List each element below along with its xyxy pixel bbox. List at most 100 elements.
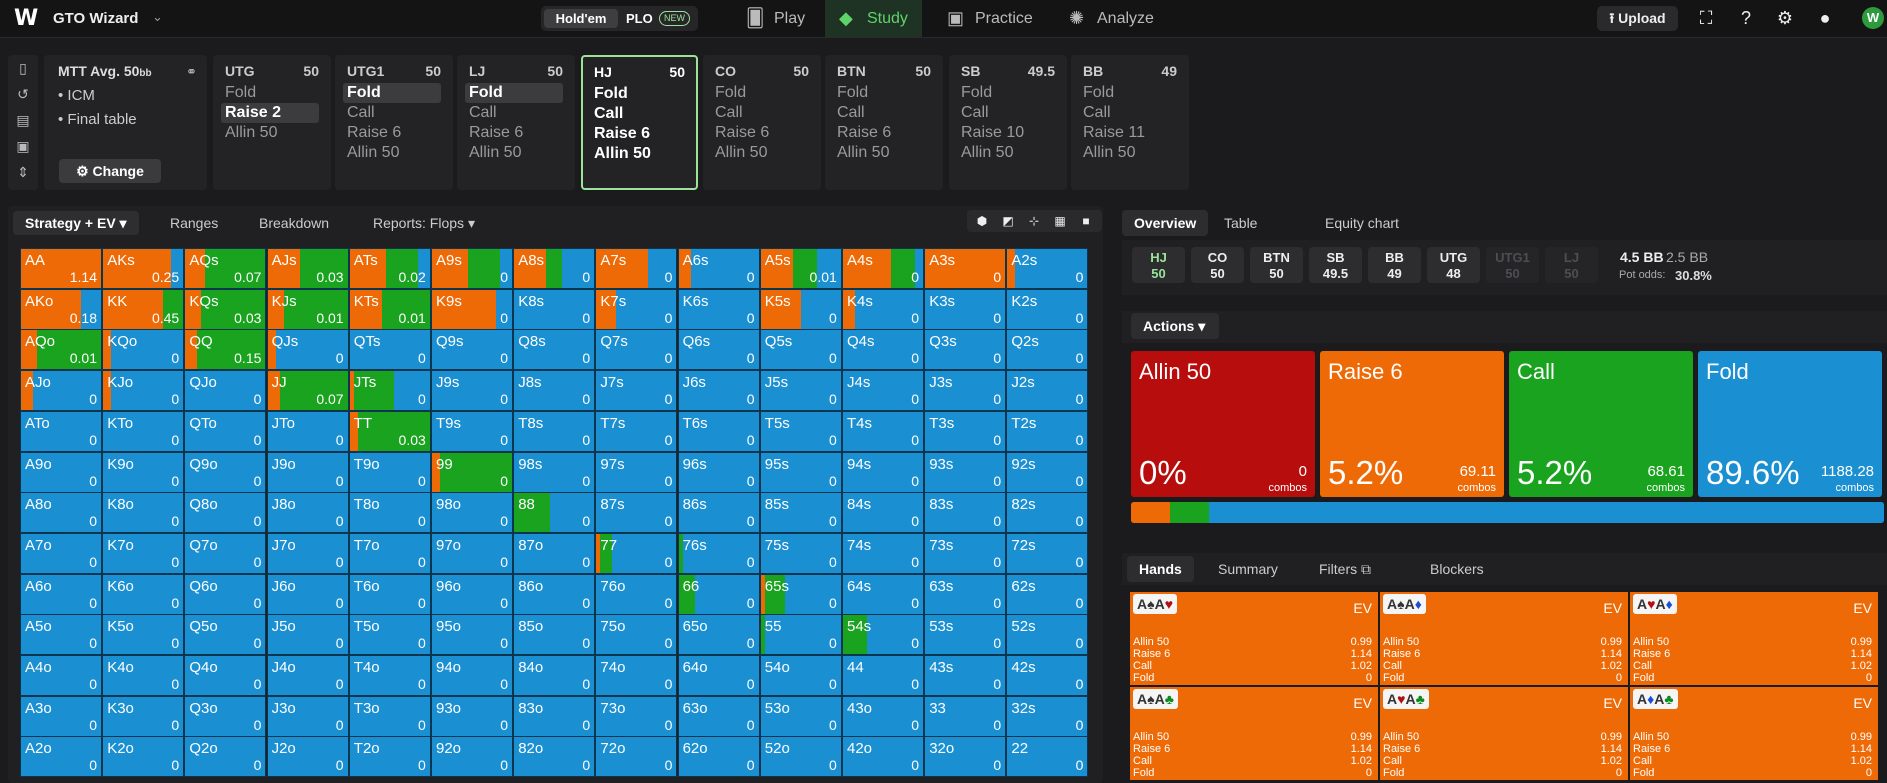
hand-cell[interactable]: KJs 0.01 — [266, 288, 349, 330]
action-card-allin-50[interactable]: Allin 50 0% 0 combos — [1131, 351, 1315, 497]
hand-cell[interactable]: AJs 0.03 — [266, 248, 349, 289]
hand-cell[interactable]: QJo 0 — [184, 370, 267, 412]
hand-cell[interactable]: 44 0 — [842, 655, 924, 696]
hand-cell[interactable]: KTs 0.01 — [348, 288, 431, 330]
hand-cell[interactable]: T7s 0 — [595, 410, 678, 452]
hand-cell[interactable]: 86o 0 — [513, 573, 596, 615]
square-icon[interactable]: ■ — [1082, 214, 1090, 228]
tab-table[interactable]: Table — [1224, 215, 1258, 231]
hand-cell[interactable]: 75s 0 — [759, 532, 842, 574]
position-action[interactable]: Allin 50 — [347, 144, 400, 161]
tab-strategy-ev[interactable]: Strategy + EV ▾ — [13, 211, 139, 235]
hand-cell[interactable]: Q3o 0 — [184, 695, 267, 737]
hand-cell[interactable]: K9o 0 — [102, 451, 185, 493]
hand-cell[interactable]: KK 0.45 — [102, 288, 185, 330]
hand-cell[interactable]: QTo 0 — [184, 410, 267, 452]
hand-cell[interactable]: T4o 0 — [348, 655, 431, 696]
hand-cell[interactable]: 77 0 — [595, 532, 678, 574]
hand-cell[interactable]: K6o 0 — [102, 573, 185, 615]
actions-dropdown[interactable]: Actions ▾ — [1131, 313, 1219, 339]
hand-cell[interactable]: 75o 0 — [595, 614, 678, 656]
hand-cell[interactable]: J8s 0 — [513, 370, 596, 412]
bookmark-icon[interactable]: ▯ — [19, 60, 27, 76]
hand-cell[interactable]: T2s 0 — [1006, 410, 1089, 452]
hand-cell[interactable]: 96o 0 — [431, 573, 513, 615]
hand-cell[interactable]: 74o 0 — [595, 655, 678, 696]
hand-cell[interactable]: A4o 0 — [20, 655, 102, 696]
action-card-fold[interactable]: Fold 89.6% 1188.28 combos — [1698, 351, 1882, 497]
hand-cell[interactable]: 95o 0 — [431, 614, 513, 656]
hand-cell[interactable]: 82s 0 — [1006, 492, 1089, 534]
hand-cell[interactable]: K7s 0 — [595, 288, 678, 330]
action-card-call[interactable]: Call 5.2% 68.61 combos — [1509, 351, 1693, 497]
action-card-raise-6[interactable]: Raise 6 5.2% 69.11 combos — [1320, 351, 1504, 497]
seat-bb[interactable]: BB 49 — [1368, 247, 1421, 283]
hand-cell[interactable]: 42s 0 — [1006, 655, 1089, 696]
tab-reports[interactable]: Reports: Flops ▾ — [361, 211, 487, 235]
position-action[interactable]: Call — [961, 104, 989, 121]
hand-cell[interactable]: 73s 0 — [924, 532, 1007, 574]
hand-cell[interactable]: 94s 0 — [842, 451, 924, 493]
position-action[interactable]: Allin 50 — [715, 144, 768, 161]
hand-cell[interactable]: 42o 0 — [842, 736, 924, 778]
hand-cell[interactable]: A8s 0 — [513, 248, 596, 289]
position-action[interactable]: Fold — [343, 83, 441, 103]
settings-toggle-icon[interactable]: ⚭ — [186, 64, 197, 79]
hand-cell[interactable]: 62s 0 — [1006, 573, 1089, 615]
hand-cell[interactable]: A6o 0 — [20, 573, 102, 615]
hand-cell[interactable]: 83o 0 — [513, 695, 596, 737]
hand-cell[interactable]: 22 0 — [1006, 736, 1089, 778]
hand-cell[interactable]: AQo 0.01 — [20, 329, 102, 371]
hand-cell[interactable]: J3s 0 — [924, 370, 1007, 412]
hand-cell[interactable]: T5s 0 — [759, 410, 842, 452]
position-action[interactable]: Raise 6 — [837, 124, 892, 141]
hand-cell[interactable]: KJo 0 — [102, 370, 185, 412]
hand-cell[interactable]: 32s 0 — [1006, 695, 1089, 737]
contrast-icon[interactable]: ◩ — [1002, 214, 1014, 228]
hand-cell[interactable]: K2o 0 — [102, 736, 185, 778]
tab-overview[interactable]: Overview — [1122, 210, 1209, 236]
hand-cell[interactable]: A2o 0 — [20, 736, 102, 778]
hand-cell[interactable]: AQs 0.07 — [184, 248, 267, 289]
position-card-sb[interactable]: SB 49.5 Fold Call Raise 10 Allin 50 — [949, 55, 1067, 190]
hand-cell[interactable]: A4s 0 — [842, 248, 924, 289]
hand-cell[interactable]: 63s 0 — [924, 573, 1007, 615]
hand-cell[interactable]: AKo 0.18 — [20, 288, 102, 330]
grid-icon[interactable]: ▦ — [1054, 214, 1066, 228]
hand-cell[interactable]: Q5s 0 — [759, 329, 842, 371]
hand-cell[interactable]: K6s 0 — [677, 288, 760, 330]
hand-cell[interactable]: 93s 0 — [924, 451, 1007, 493]
hand-cell[interactable]: 33 0 — [924, 695, 1007, 737]
hand-cell[interactable]: Q5o 0 — [184, 614, 267, 656]
hand-cell[interactable]: K3o 0 — [102, 695, 185, 737]
hand-cell[interactable]: 87s 0 — [595, 492, 678, 534]
hand-cell[interactable]: J7o 0 — [266, 532, 349, 574]
hand-cell[interactable]: T6s 0 — [677, 410, 760, 452]
position-action[interactable]: Allin 50 — [225, 124, 278, 141]
hand-cell[interactable]: K2s 0 — [1006, 288, 1089, 330]
hand-cell[interactable]: Q9s 0 — [431, 329, 513, 371]
expand-icon[interactable]: ⇕ — [17, 164, 29, 180]
position-action[interactable]: Raise 6 — [347, 124, 402, 141]
hand-cell[interactable]: 66 0 — [677, 573, 760, 615]
position-action[interactable]: Call — [469, 104, 497, 121]
hand-cell[interactable]: K5o 0 — [102, 614, 185, 656]
position-action[interactable]: Fold — [715, 84, 747, 101]
hand-cell[interactable]: 52s 0 — [1006, 614, 1089, 656]
hand-cell[interactable]: J8o 0 — [266, 492, 349, 534]
hand-cell[interactable]: 73o 0 — [595, 695, 678, 737]
position-card-bb[interactable]: BB 49 Fold Call Raise 11 Allin 50 — [1071, 55, 1189, 190]
position-action[interactable]: Raise 10 — [961, 124, 1025, 141]
cube-icon[interactable]: ⬢ — [976, 214, 988, 228]
plo-toggle[interactable]: PLO — [626, 9, 653, 28]
upload-button[interactable]: ⭱ Upload — [1597, 6, 1678, 31]
hand-cell[interactable]: KQs 0.03 — [184, 288, 267, 330]
hand-cell[interactable]: 96s 0 — [677, 451, 760, 493]
position-action[interactable]: Allin 50 — [594, 145, 651, 162]
user-icon[interactable]: ● — [1819, 8, 1831, 28]
hand-cell[interactable]: A5o 0 — [20, 614, 102, 656]
hand-cell[interactable]: A5s 0.01 — [759, 248, 842, 289]
hand-cell[interactable]: K8s 0 — [513, 288, 596, 330]
hand-cell[interactable]: 53o 0 — [759, 695, 842, 737]
hand-combo-card[interactable]: A♠A♣ EV Allin 50 0.99 Raise 6 1.14 Call 1.02 Fol… — [1130, 687, 1378, 780]
